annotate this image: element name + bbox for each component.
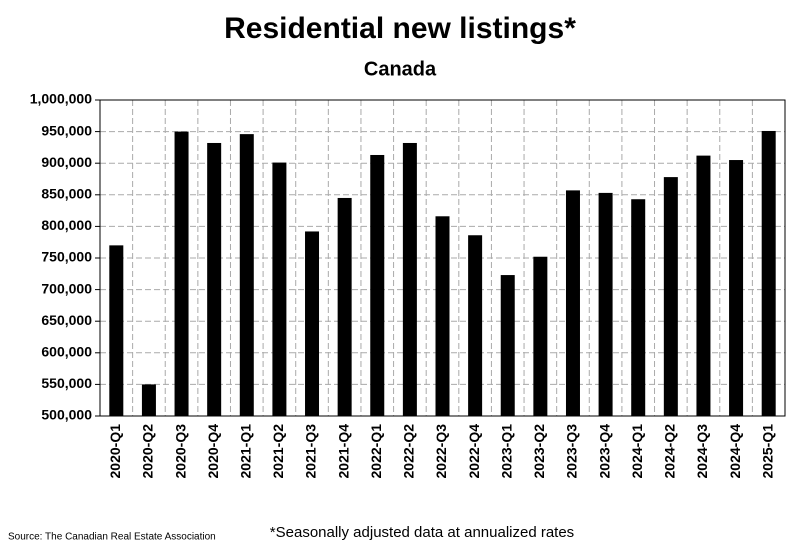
- y-tick-label: 500,000: [41, 407, 92, 423]
- bar: [663, 177, 678, 416]
- y-tick-label: 700,000: [41, 280, 92, 296]
- x-tick-label: 2020-Q2: [140, 424, 156, 479]
- y-tick-label: 550,000: [41, 375, 92, 391]
- bar: [598, 192, 613, 416]
- y-tick-label: 800,000: [41, 217, 92, 233]
- bar: [533, 256, 548, 416]
- bar: [337, 197, 352, 416]
- y-tick-label: 850,000: [41, 186, 92, 202]
- x-tick-label: 2025-Q1: [759, 424, 775, 479]
- x-tick-label: 2021-Q2: [270, 424, 286, 479]
- x-tick-label: 2022-Q3: [433, 424, 449, 479]
- x-tick-label: 2023-Q3: [564, 424, 580, 479]
- y-tick-label: 950,000: [41, 122, 92, 138]
- x-tick-label: 2024-Q2: [662, 424, 678, 479]
- x-tick-label: 2021-Q1: [237, 424, 253, 479]
- x-tick-label: 2020-Q1: [107, 424, 123, 479]
- x-tick-label: 2022-Q2: [401, 424, 417, 479]
- x-tick-label: 2021-Q4: [335, 424, 351, 479]
- x-tick-label: 2024-Q4: [727, 424, 743, 479]
- x-tick-label: 2023-Q2: [531, 424, 547, 479]
- y-tick-label: 600,000: [41, 344, 92, 360]
- plot-border: [99, 99, 786, 417]
- footnote: *Seasonally adjusted data at annualized …: [270, 524, 574, 541]
- bar: [239, 134, 254, 417]
- x-tick-label: 2020-Q4: [205, 424, 221, 479]
- x-tick-label: 2023-Q4: [596, 424, 612, 479]
- bar: [207, 142, 222, 416]
- x-tick-label: 2023-Q1: [498, 424, 514, 479]
- x-tick-label: 2024-Q1: [629, 424, 645, 479]
- bar: [761, 130, 776, 416]
- bar: [500, 275, 515, 416]
- x-tick-label: 2021-Q3: [303, 424, 319, 479]
- bar: [402, 142, 417, 416]
- bar: [305, 231, 320, 416]
- y-tick-label: 1,000,000: [30, 91, 92, 107]
- bar: [174, 131, 189, 416]
- bar: [109, 245, 124, 416]
- chart-subtitle: Canada: [364, 58, 437, 80]
- bar: [468, 235, 483, 416]
- x-tick-label: 2022-Q4: [466, 424, 482, 479]
- x-tick-label: 2024-Q3: [694, 424, 710, 479]
- x-tick-label: 2022-Q1: [368, 424, 384, 479]
- y-tick-label: 900,000: [41, 154, 92, 170]
- source-note: Source: The Canadian Real Estate Associa…: [8, 532, 216, 543]
- bar: [435, 216, 450, 416]
- bar: [141, 384, 156, 416]
- bar: [631, 199, 646, 416]
- chart-title: Residential new listings*: [224, 12, 576, 45]
- bar: [272, 162, 287, 416]
- y-tick-label: 750,000: [41, 249, 92, 265]
- bar: [565, 190, 580, 416]
- bar: [696, 155, 711, 416]
- bar: [370, 154, 385, 416]
- x-tick-label: 2020-Q3: [172, 424, 188, 479]
- y-tick-label: 650,000: [41, 312, 92, 328]
- bar: [729, 160, 744, 416]
